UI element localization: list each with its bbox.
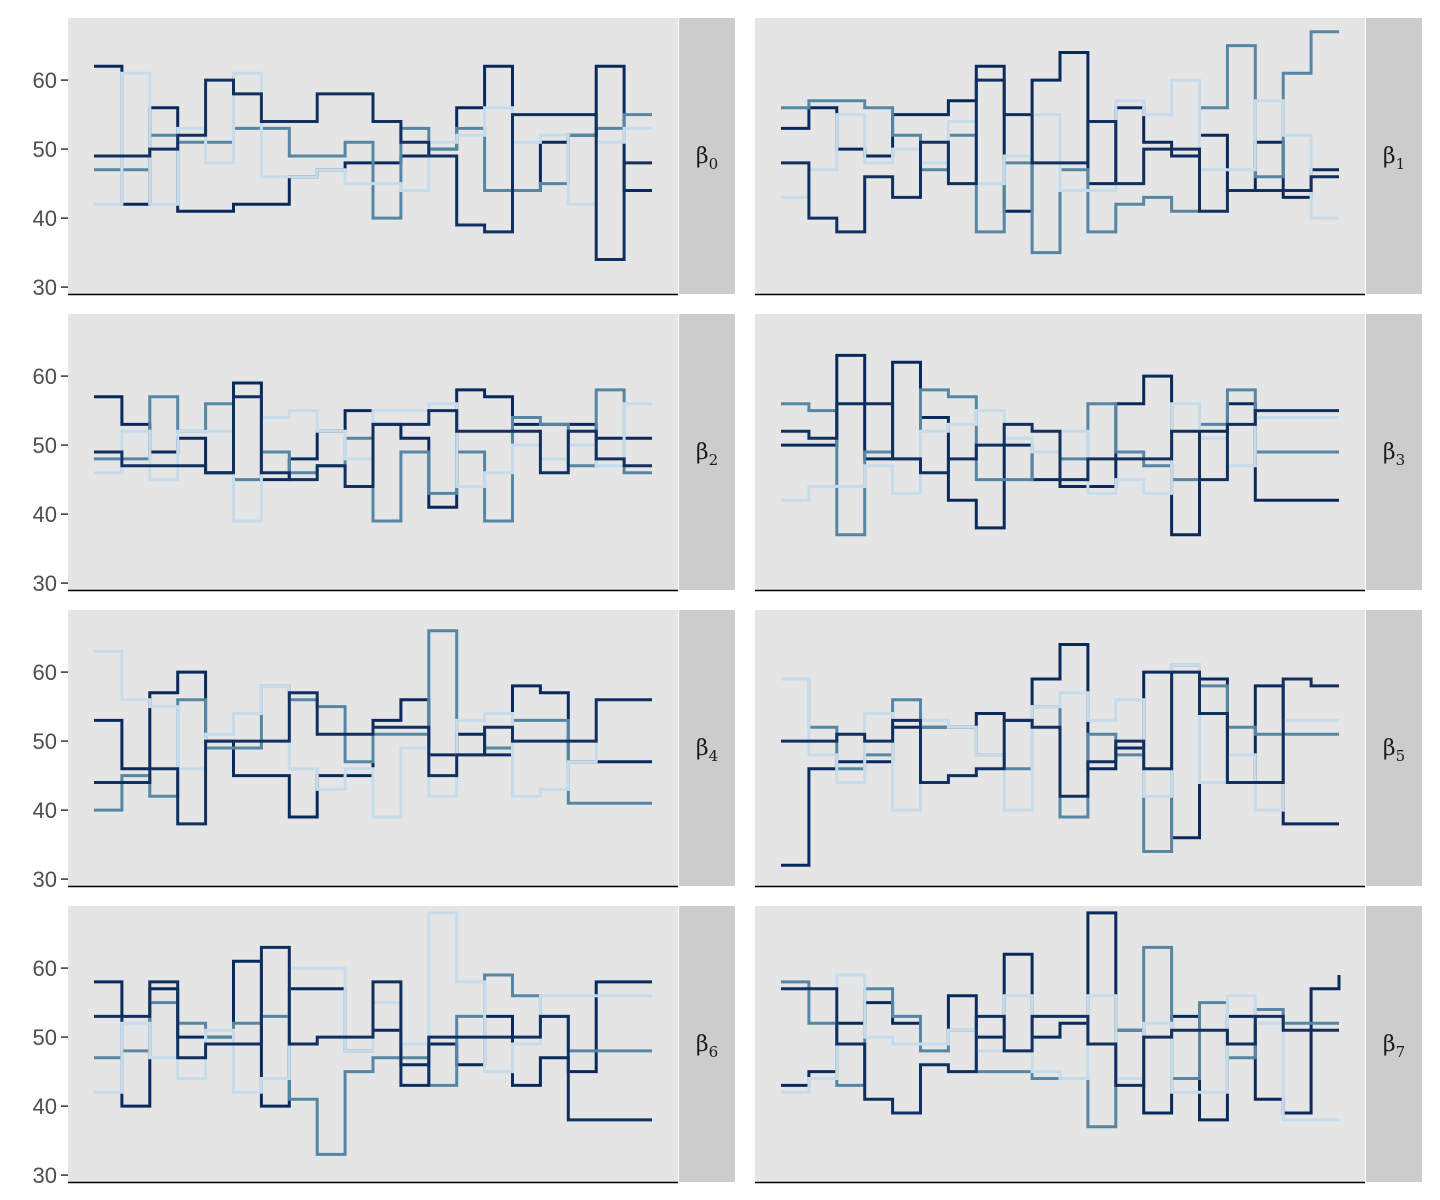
facet-strip-label: β2: [696, 440, 718, 469]
facet-panel-1: β1: [755, 18, 1422, 296]
trace-line-chain-4: [94, 945, 652, 1122]
trace-line-chain-3: [94, 649, 652, 819]
strip-label-base: β: [1383, 1032, 1396, 1057]
facet-strip-label: β0: [696, 144, 718, 173]
y-tick-label: 60: [33, 68, 57, 93]
y-tick-label: 60: [33, 660, 57, 685]
strip-label-base: β: [696, 1032, 709, 1057]
y-tick-label: 30: [33, 571, 57, 596]
facet-panel-7: β7: [755, 906, 1422, 1184]
y-tick-label: 60: [33, 364, 57, 389]
trace-line-chain-3: [781, 973, 1339, 1122]
facet-strip-label: β3: [1383, 440, 1405, 469]
y-tick-label: 50: [33, 1025, 57, 1050]
trace-line-chain-4: [94, 691, 652, 826]
facet-strip: [679, 906, 735, 1182]
facet-strip: [679, 610, 735, 886]
strip-label-subscript: 0: [709, 155, 719, 173]
strip-label-subscript: 6: [709, 1043, 719, 1061]
facet-strip: [1366, 906, 1422, 1182]
trace-line-chain-4: [781, 670, 1339, 798]
facet-strip-label: β1: [1383, 144, 1405, 173]
trace-line-chain-2: [94, 388, 652, 523]
y-tick-label: 40: [33, 1094, 57, 1119]
strip-label-subscript: 7: [1396, 1043, 1406, 1061]
y-tick-label: 30: [33, 867, 57, 892]
facet-panel-4: 30 40 50 60 β4: [33, 610, 735, 892]
facet-strip-label: β7: [1383, 1032, 1405, 1061]
strip-label-base: β: [1383, 736, 1396, 761]
strip-label-subscript: 3: [1396, 451, 1406, 469]
facet-strip: [1366, 18, 1422, 294]
trace-line-chain-3: [94, 71, 652, 206]
strip-label-base: β: [1383, 144, 1396, 169]
y-tick-label: 60: [33, 956, 57, 981]
trace-line-chain-4: [781, 987, 1339, 1115]
trace-line-chain-4: [781, 78, 1339, 234]
facet-strip-label: β4: [696, 736, 718, 765]
strip-label-base: β: [696, 736, 709, 761]
facet-strip: [679, 314, 735, 590]
trace-line-chain-4: [94, 395, 652, 488]
strip-label-subscript: 5: [1396, 747, 1406, 765]
y-tick-label: 50: [33, 433, 57, 458]
strip-label-base: β: [1383, 440, 1396, 465]
y-tick-label: 50: [33, 729, 57, 754]
strip-label-subscript: 4: [709, 747, 719, 765]
facet-strip-label: β6: [696, 1032, 718, 1061]
facet-strip-label: β5: [1383, 736, 1405, 765]
strip-label-subscript: 1: [1396, 155, 1406, 173]
y-tick-label: 50: [33, 137, 57, 162]
facet-panel-6: 30 40 50 60 β6: [33, 906, 735, 1188]
facet-panel-0: 30 40 50 60 β0: [33, 18, 735, 300]
facet-panel-3: β3: [755, 314, 1422, 592]
facet-panel-2: 30 40 50 60 β2: [33, 314, 735, 596]
trace-line-chain-4: [781, 402, 1339, 482]
y-tick-label: 40: [33, 206, 57, 231]
facet-panel-5: β5: [755, 610, 1422, 888]
y-tick-label: 30: [33, 1163, 57, 1188]
facet-strip: [679, 18, 735, 294]
strip-label-subscript: 2: [709, 451, 719, 469]
facet-strip: [1366, 314, 1422, 590]
strip-label-base: β: [696, 144, 709, 169]
trace-line-chain-4: [94, 78, 652, 261]
y-tick-label: 40: [33, 798, 57, 823]
trace-line-chain-3: [94, 911, 652, 1094]
trace-line-chain-3: [781, 78, 1339, 220]
y-tick-label: 30: [33, 275, 57, 300]
strip-label-base: β: [696, 440, 709, 465]
y-tick-label: 40: [33, 502, 57, 527]
facet-strip: [1366, 610, 1422, 886]
